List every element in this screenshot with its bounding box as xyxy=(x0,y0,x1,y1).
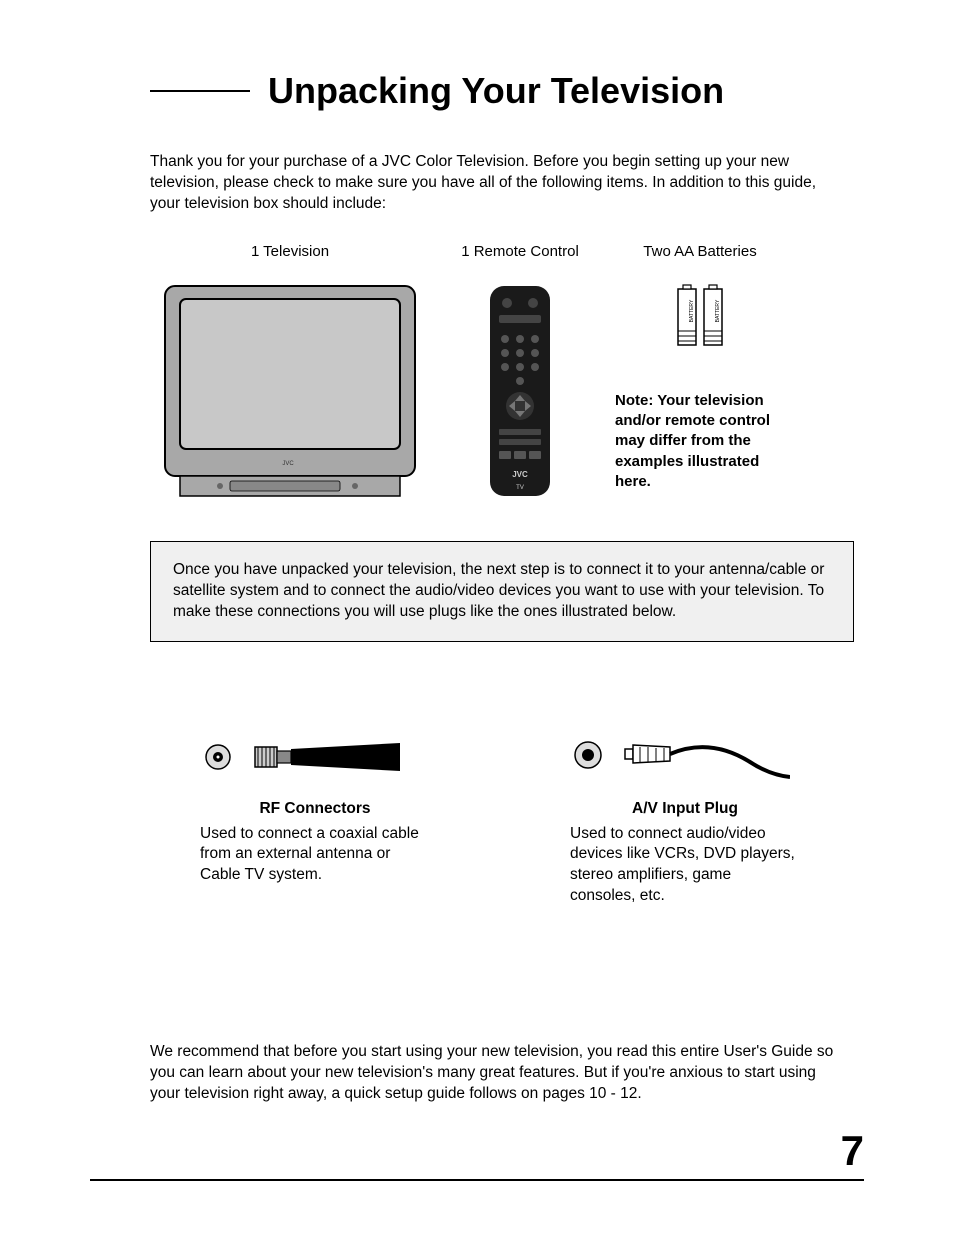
svg-text:JVC: JVC xyxy=(282,461,294,467)
svg-text:BATTERY: BATTERY xyxy=(689,299,695,322)
svg-text:BATTERY: BATTERY xyxy=(715,299,721,322)
av-connector-icon xyxy=(570,727,790,787)
item-remote: 1 Remote Control JVC xyxy=(450,233,590,501)
rf-connector-block: RF Connectors Used to connect a coaxial … xyxy=(200,722,430,908)
av-title: A/V Input Plug xyxy=(570,800,800,818)
title-rule xyxy=(150,90,250,92)
rf-title: RF Connectors xyxy=(200,800,430,818)
tv-icon: JVC xyxy=(160,281,420,501)
title-row: Unpacking Your Television xyxy=(150,70,864,112)
svg-text:TV: TV xyxy=(516,485,524,491)
item-batteries: Two AA Batteries BATTERY BATTERY Note: Y… xyxy=(610,233,790,501)
item-label-tv: 1 Television xyxy=(251,233,329,271)
remote-icon: JVC TV xyxy=(485,281,555,501)
batteries-icon: BATTERY BATTERY xyxy=(670,281,730,351)
included-items-row: 1 Television JVC 1 Remote Control xyxy=(90,233,864,501)
page-title: Unpacking Your Television xyxy=(268,70,724,112)
rf-connector-icon xyxy=(200,727,400,787)
note-text: Note: Your television and/or remote cont… xyxy=(615,391,785,492)
av-connector-block: A/V Input Plug Used to connect audio/vid… xyxy=(570,722,800,908)
rf-desc: Used to connect a coaxial cable from an … xyxy=(200,824,430,887)
outro-paragraph: We recommend that before you start using… xyxy=(150,1042,844,1105)
intro-paragraph: Thank you for your purchase of a JVC Col… xyxy=(90,152,864,215)
svg-text:JVC: JVC xyxy=(512,470,528,479)
item-label-batteries: Two AA Batteries xyxy=(643,233,756,271)
av-desc: Used to connect audio/video devices like… xyxy=(570,824,800,908)
footer-rule xyxy=(90,1179,864,1181)
item-label-remote: 1 Remote Control xyxy=(461,233,579,271)
connectors-row: RF Connectors Used to connect a coaxial … xyxy=(90,722,864,908)
page-number: 7 xyxy=(841,1127,864,1175)
info-box: Once you have unpacked your television, … xyxy=(150,541,854,642)
item-television: 1 Television JVC xyxy=(150,233,430,501)
